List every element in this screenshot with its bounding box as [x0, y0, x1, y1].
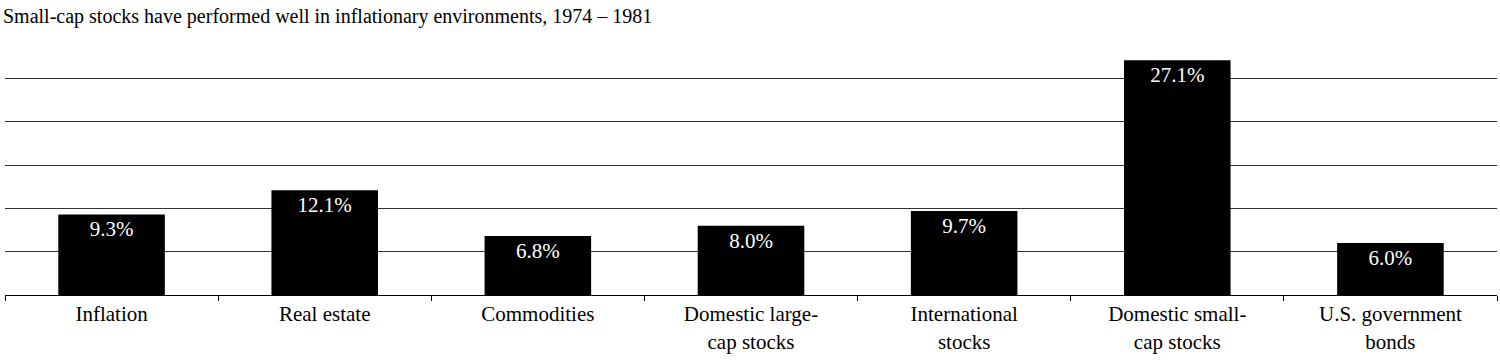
svg-text:27.1%: 27.1% [1150, 63, 1204, 87]
svg-text:Real estate: Real estate [279, 302, 371, 326]
svg-text:9.3%: 9.3% [90, 217, 134, 241]
svg-text:U.S. governmentbonds: U.S. governmentbonds [1319, 302, 1462, 353]
svg-text:Internationalstocks: Internationalstocks [910, 302, 1017, 353]
svg-text:6.8%: 6.8% [516, 239, 560, 263]
svg-text:Domestic large-cap stocks: Domestic large-cap stocks [684, 302, 818, 353]
svg-text:6.0%: 6.0% [1369, 246, 1413, 270]
svg-text:Small-cap stocks have performe: Small-cap stocks have performed well in … [3, 5, 652, 28]
svg-text:Domestic small-cap stocks: Domestic small-cap stocks [1108, 302, 1246, 353]
svg-text:12.1%: 12.1% [298, 193, 352, 217]
svg-text:8.0%: 8.0% [729, 229, 773, 253]
svg-text:Commodities: Commodities [481, 302, 594, 326]
svg-text:Inflation: Inflation [75, 302, 148, 326]
svg-text:9.7%: 9.7% [942, 214, 986, 238]
